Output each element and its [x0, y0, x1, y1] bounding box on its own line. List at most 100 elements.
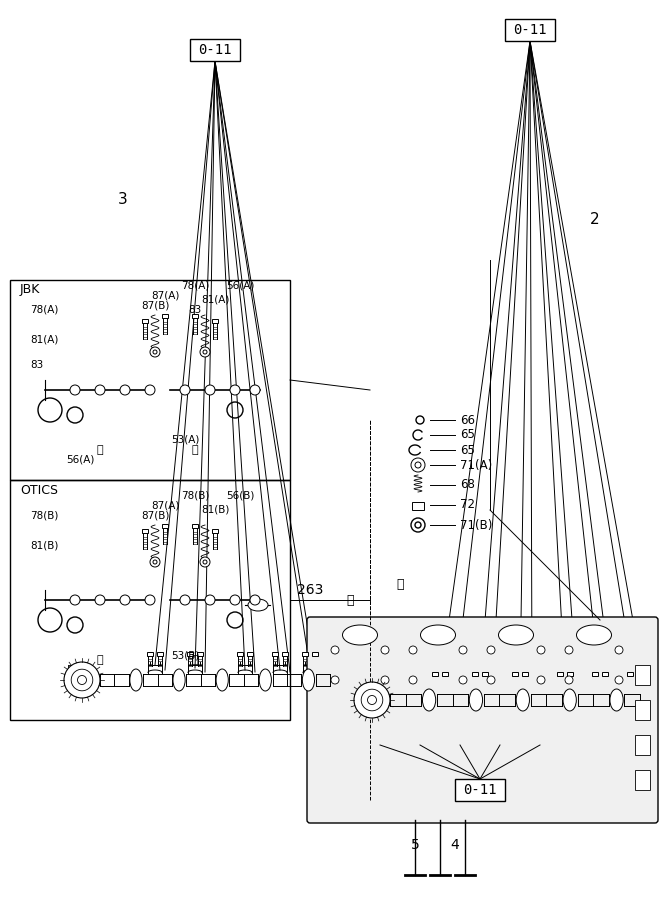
Bar: [10, 480, 290, 720]
Text: 71(B): 71(B): [460, 518, 492, 532]
Text: 78(B): 78(B): [181, 490, 209, 500]
Bar: [627, 672, 633, 676]
Bar: [197, 652, 203, 656]
Text: 78(B): 78(B): [30, 510, 59, 520]
Bar: [635, 735, 650, 755]
Text: 87(A): 87(A): [151, 290, 179, 300]
Circle shape: [565, 676, 573, 684]
Text: 56(A): 56(A): [226, 280, 254, 290]
Circle shape: [415, 462, 421, 468]
Text: 81(A): 81(A): [30, 335, 59, 345]
Text: 66: 66: [460, 413, 475, 427]
Bar: [557, 672, 563, 676]
Circle shape: [200, 557, 210, 567]
Bar: [592, 672, 598, 676]
Bar: [162, 314, 168, 318]
Text: 81(B): 81(B): [201, 505, 229, 515]
Text: 0-11: 0-11: [513, 23, 547, 37]
Circle shape: [381, 646, 389, 654]
Circle shape: [459, 676, 467, 684]
Circle shape: [362, 689, 383, 711]
Bar: [602, 672, 608, 676]
Text: 2: 2: [590, 212, 600, 228]
Bar: [187, 652, 193, 656]
Circle shape: [409, 646, 417, 654]
Text: 53(A): 53(A): [171, 435, 199, 445]
Circle shape: [354, 682, 390, 718]
Text: 263: 263: [297, 583, 323, 597]
Bar: [302, 652, 308, 656]
Text: Ⓐ: Ⓐ: [346, 593, 354, 607]
Text: 78(A): 78(A): [181, 280, 209, 290]
Bar: [282, 652, 288, 656]
Circle shape: [368, 696, 376, 705]
Bar: [482, 672, 488, 676]
Text: JBK: JBK: [20, 284, 41, 296]
Bar: [505, 19, 555, 41]
Bar: [10, 280, 290, 480]
Circle shape: [537, 646, 545, 654]
Bar: [247, 652, 253, 656]
Circle shape: [205, 595, 215, 605]
Circle shape: [615, 646, 623, 654]
Circle shape: [203, 560, 207, 564]
Circle shape: [70, 385, 80, 395]
Circle shape: [331, 646, 339, 654]
Circle shape: [71, 670, 93, 691]
Bar: [635, 700, 650, 720]
Ellipse shape: [259, 669, 271, 691]
Ellipse shape: [576, 625, 612, 645]
Circle shape: [381, 676, 389, 684]
Circle shape: [120, 595, 130, 605]
Ellipse shape: [422, 689, 436, 711]
Circle shape: [250, 595, 260, 605]
Circle shape: [64, 662, 100, 698]
Circle shape: [411, 458, 425, 472]
Bar: [635, 770, 650, 790]
Bar: [192, 524, 198, 528]
Bar: [312, 652, 318, 656]
Ellipse shape: [610, 689, 623, 711]
Bar: [212, 319, 218, 323]
Text: 83: 83: [30, 360, 43, 370]
Text: 0-11: 0-11: [464, 783, 497, 797]
Circle shape: [409, 676, 417, 684]
Circle shape: [331, 676, 339, 684]
Circle shape: [537, 676, 545, 684]
Circle shape: [77, 676, 87, 685]
Bar: [512, 672, 518, 676]
Circle shape: [145, 385, 155, 395]
Ellipse shape: [342, 625, 378, 645]
Text: 81(B): 81(B): [30, 540, 59, 550]
Circle shape: [565, 646, 573, 654]
Circle shape: [95, 595, 105, 605]
Bar: [142, 529, 148, 533]
Circle shape: [230, 595, 240, 605]
Circle shape: [203, 350, 207, 354]
Circle shape: [487, 646, 495, 654]
Circle shape: [180, 595, 190, 605]
Text: 65: 65: [460, 444, 475, 456]
Ellipse shape: [173, 669, 185, 691]
Circle shape: [180, 385, 190, 395]
Text: 87(A): 87(A): [151, 500, 179, 510]
Circle shape: [250, 385, 260, 395]
Text: 4: 4: [451, 838, 460, 852]
Circle shape: [150, 347, 160, 357]
Text: 78(A): 78(A): [30, 305, 59, 315]
Circle shape: [459, 646, 467, 654]
Ellipse shape: [470, 689, 483, 711]
Circle shape: [200, 347, 210, 357]
Text: 87(B): 87(B): [141, 300, 169, 310]
Circle shape: [615, 676, 623, 684]
Bar: [637, 672, 643, 676]
Bar: [567, 672, 573, 676]
Ellipse shape: [216, 669, 228, 691]
Text: 71(A): 71(A): [460, 458, 492, 472]
Text: Ⓐ: Ⓐ: [97, 655, 103, 665]
Circle shape: [145, 595, 155, 605]
Circle shape: [205, 385, 215, 395]
Circle shape: [120, 385, 130, 395]
Text: Ⓑ: Ⓑ: [191, 655, 198, 665]
Text: Ⓑ: Ⓑ: [191, 445, 198, 455]
